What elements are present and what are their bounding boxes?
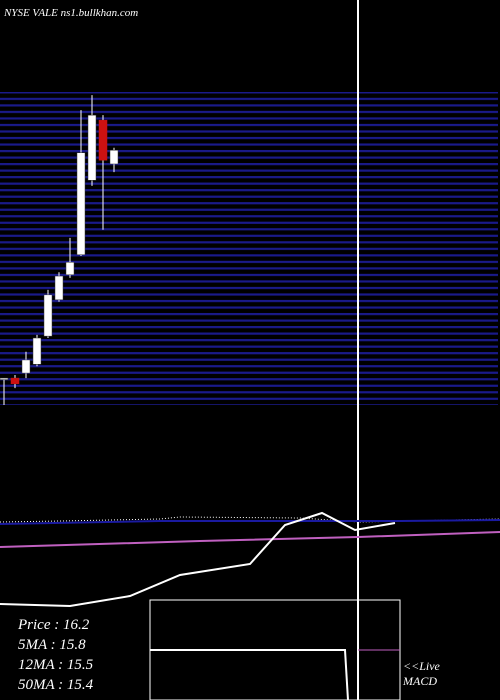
candle-body — [76, 152, 86, 256]
candle-body — [43, 294, 53, 337]
candle-body — [109, 149, 119, 165]
ma-line-pink — [0, 531, 500, 548]
candle-body — [98, 119, 108, 161]
macd-label: MACD — [402, 674, 437, 688]
macd-line — [150, 649, 349, 700]
candle-body — [10, 377, 20, 384]
candle-body — [65, 262, 75, 276]
info-panel: Price : 16.2 5MA : 15.8 12MA : 15.5 50MA : … — [17, 617, 441, 693]
info-label: 50MA : 15.4 — [18, 677, 94, 693]
macd-label: <<Live — [403, 659, 441, 673]
candle-body — [54, 275, 64, 301]
candle-body — [32, 337, 42, 365]
candle-body — [87, 114, 97, 181]
info-label: 5MA : 15.8 — [18, 637, 86, 653]
candle-body — [0, 377, 9, 380]
info-label: 12MA : 15.5 — [18, 657, 94, 673]
grid-band — [0, 92, 498, 405]
chart-title: NYSE VALE ns1.bullkhan.com — [3, 7, 138, 19]
info-label: Price : 16.2 — [17, 617, 90, 633]
candle-body — [21, 359, 31, 374]
candles — [0, 95, 119, 405]
ma-line-white — [0, 511, 396, 608]
